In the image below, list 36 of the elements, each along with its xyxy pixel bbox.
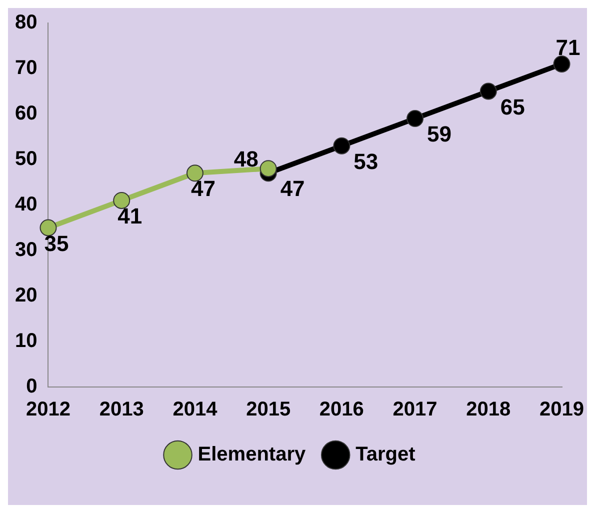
- x-tick-label: 2013: [99, 398, 144, 421]
- data-label: 41: [118, 204, 142, 229]
- data-label: 47: [280, 176, 305, 202]
- data-label: 48: [234, 146, 258, 172]
- point: [406, 110, 424, 128]
- y-tick-label: 50: [14, 148, 38, 170]
- x-tick-label: 2017: [392, 398, 438, 421]
- data-label: 71: [556, 35, 580, 60]
- point: [333, 137, 350, 154]
- y-tick-label: 60: [14, 102, 38, 125]
- data-label: 65: [500, 94, 525, 120]
- point: [186, 164, 204, 182]
- y-tick-label: 80: [14, 12, 38, 34]
- x-tick-label: 2012: [26, 398, 70, 421]
- point: [40, 219, 57, 236]
- data-label: 35: [44, 230, 69, 256]
- x-tick-label: 2018: [466, 398, 511, 421]
- y-tick-label: 30: [14, 239, 38, 262]
- data-label: 59: [427, 122, 452, 147]
- y-tick-label: 40: [14, 194, 38, 216]
- point: [260, 160, 277, 178]
- y-tick-label: 20: [14, 284, 38, 307]
- y-tick-label: 0: [26, 376, 38, 398]
- x-tick-label: 2014: [172, 398, 218, 421]
- legend-label: Target: [356, 444, 416, 466]
- point: [113, 192, 130, 209]
- legend-label: Elementary: [198, 444, 306, 466]
- y-tick-label: 70: [14, 57, 38, 80]
- data-label: 53: [354, 148, 378, 174]
- y-tick-label: 10: [14, 330, 38, 352]
- x-tick-label: 2019: [540, 398, 584, 421]
- point: [553, 55, 570, 72]
- x-tick-label: 2016: [319, 398, 364, 421]
- data-label: 47: [190, 176, 216, 202]
- x-tick-label: 2015: [246, 398, 291, 421]
- point: [480, 82, 497, 100]
